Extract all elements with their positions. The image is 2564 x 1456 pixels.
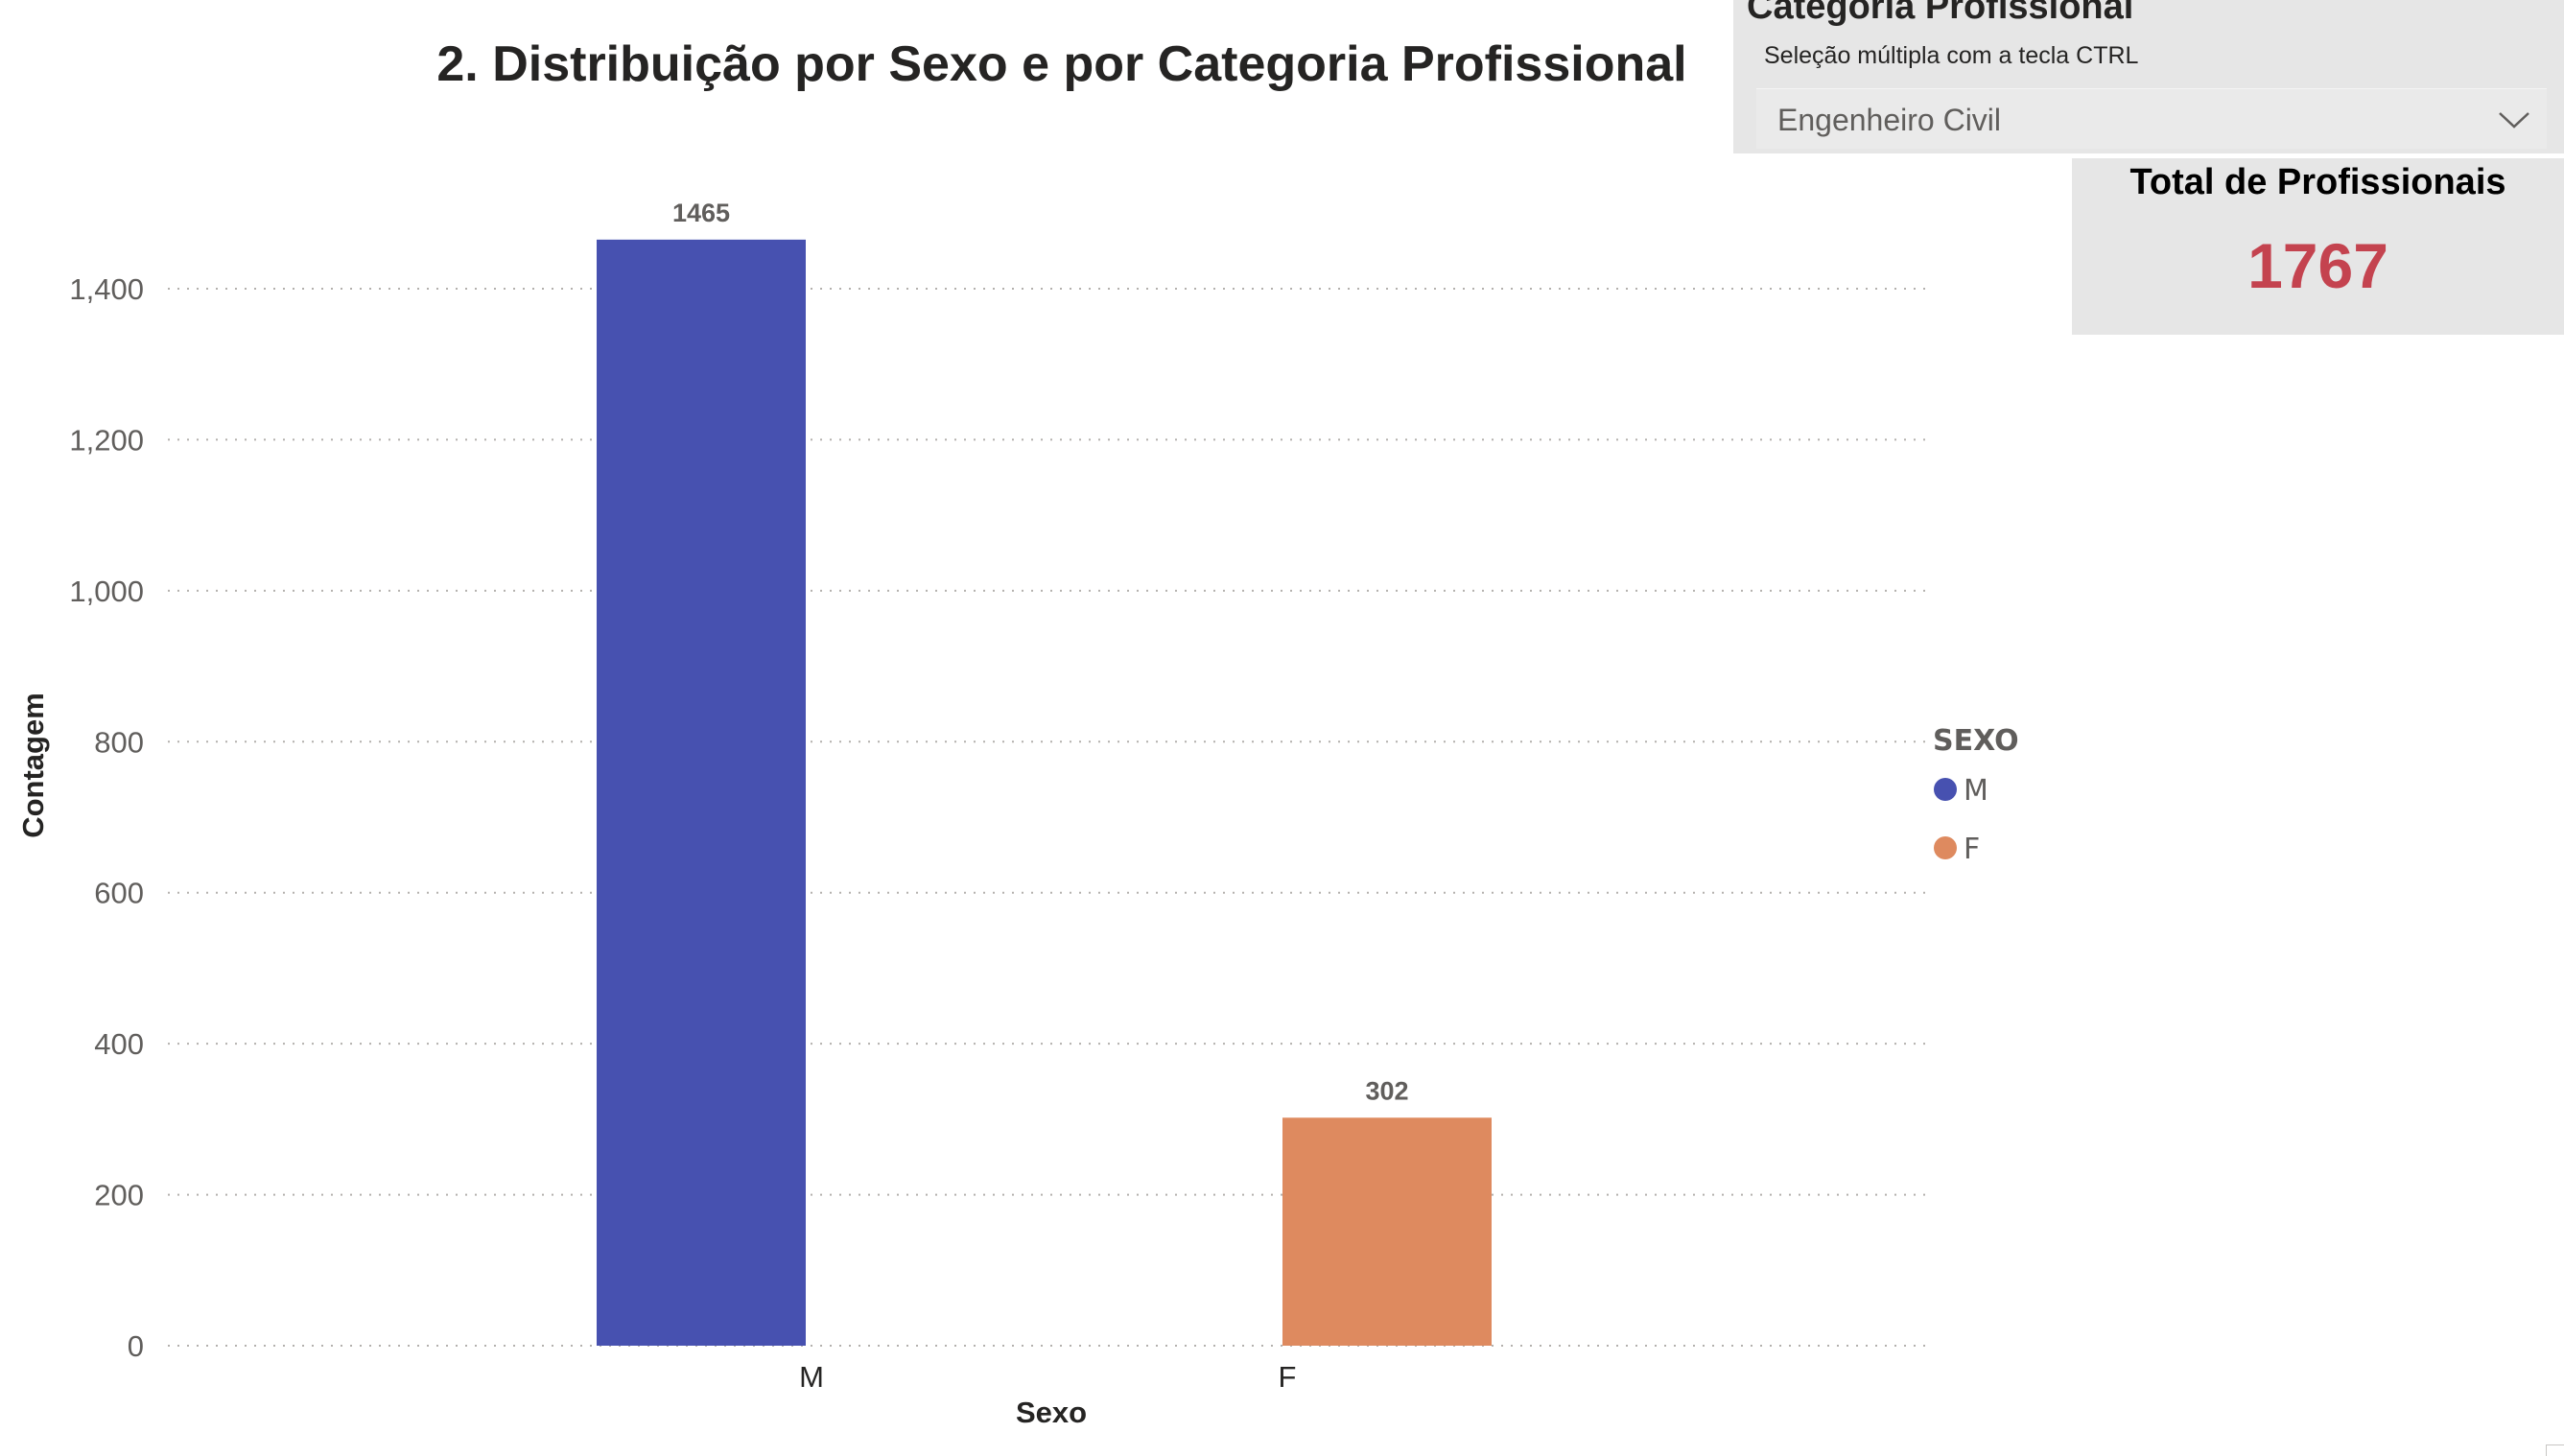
- slicer-header: Categoria Profissional: [1747, 0, 2134, 27]
- x-axis-title: Sexo: [1016, 1396, 1087, 1429]
- data-label: 302: [1365, 1076, 1408, 1105]
- y-tick-label: 1,000: [69, 575, 144, 608]
- y-tick-label: 1,400: [69, 272, 144, 306]
- x-tick-label: M: [799, 1360, 824, 1394]
- dropdown-selected-value: Engenheiro Civil: [1777, 103, 2002, 137]
- y-tick-label: 0: [128, 1329, 144, 1363]
- y-tick-label: 400: [94, 1027, 144, 1061]
- y-tick-label: 200: [94, 1179, 144, 1212]
- legend-marker: [1934, 836, 1957, 859]
- bar-f[interactable]: [1282, 1117, 1492, 1346]
- y-tick-label: 1,200: [69, 423, 144, 457]
- card-title: Total de Profissionais: [2129, 162, 2506, 202]
- gridlines: [168, 288, 1933, 1347]
- slicer-subtitle: Seleção múltipla com a tecla CTRL: [1764, 42, 2139, 69]
- y-tick-label: 600: [94, 877, 144, 910]
- corner-marker: [2546, 1444, 2564, 1456]
- data-label: 1465: [672, 199, 730, 227]
- x-tick-label: F: [1279, 1360, 1297, 1394]
- legend-marker: [1934, 778, 1957, 801]
- chevron-down-icon[interactable]: [2497, 105, 2531, 133]
- total-card: Total de Profissionais 1767: [2072, 158, 2564, 335]
- legend-title: SEXO: [1933, 724, 2019, 758]
- category-dropdown[interactable]: Engenheiro Civil: [1756, 88, 2547, 149]
- category-slicer: Categoria Profissional Seleção múltipla …: [1733, 0, 2564, 153]
- legend: SEXO MF: [1933, 724, 2019, 866]
- legend-entry[interactable]: M: [1964, 774, 1988, 808]
- legend-entry[interactable]: F: [1964, 833, 1980, 866]
- bars: [597, 239, 1492, 1347]
- y-axis-ticks: 0 200 400 600 800 1,000 1,200 1,400: [69, 272, 144, 1363]
- card-value: 1767: [2247, 230, 2388, 301]
- y-tick-label: 800: [94, 725, 144, 759]
- chart-title: 2. Distribuição por Sexo e por Categoria…: [436, 36, 1686, 92]
- y-axis-title: Contagem: [16, 693, 50, 838]
- data-labels: 1465 302: [672, 199, 1409, 1105]
- bar-m[interactable]: [597, 239, 806, 1347]
